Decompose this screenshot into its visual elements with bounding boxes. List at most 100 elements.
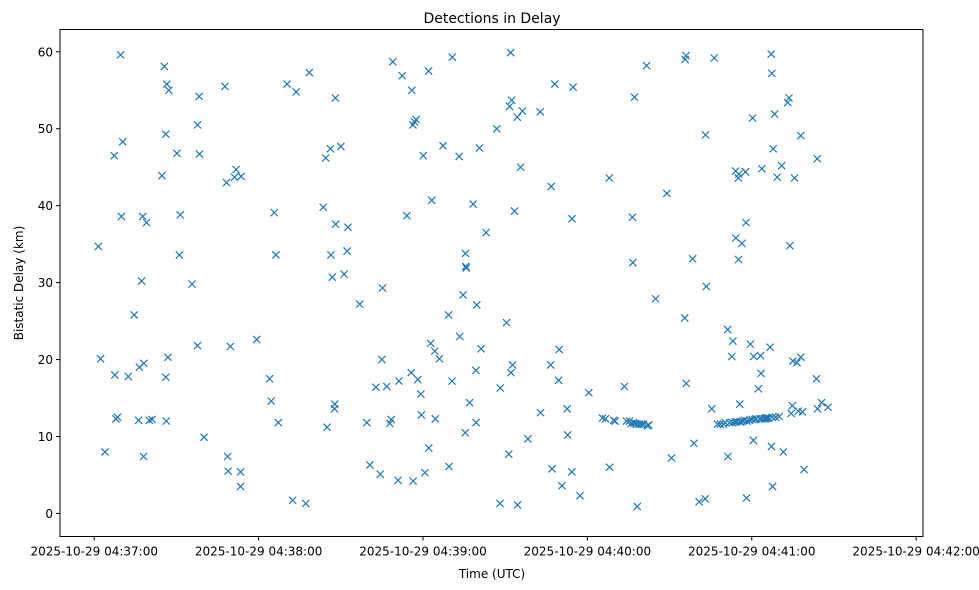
data-point <box>343 223 352 232</box>
data-point <box>622 417 631 426</box>
data-point <box>193 341 202 350</box>
data-point <box>462 263 471 273</box>
data-point <box>343 247 352 256</box>
data-point <box>773 173 782 182</box>
data-point <box>557 481 566 490</box>
data-point <box>376 470 385 479</box>
data-point <box>735 400 744 409</box>
data-point <box>388 57 397 66</box>
data-point <box>117 212 126 221</box>
data-point <box>567 467 576 476</box>
data-point <box>813 404 822 413</box>
data-point <box>749 352 758 361</box>
data-point <box>513 113 522 122</box>
data-point <box>137 277 146 286</box>
data-point <box>695 497 704 506</box>
data-point <box>510 207 519 216</box>
data-point <box>292 87 301 96</box>
data-point <box>157 171 166 180</box>
data-point <box>749 436 758 445</box>
data-point <box>362 418 371 427</box>
data-point <box>798 407 807 416</box>
data-point <box>496 383 505 393</box>
data-point <box>680 313 689 323</box>
data-point <box>682 379 691 388</box>
data-point <box>142 218 151 227</box>
y-tick-label: 20 <box>38 353 53 367</box>
data-point <box>633 502 642 511</box>
data-point <box>702 282 711 291</box>
data-point <box>326 250 335 259</box>
data-point <box>536 408 545 417</box>
data-point <box>355 300 364 309</box>
data-point <box>394 377 403 386</box>
x-tick-label: 2025-10-29 04:41:00 <box>688 545 815 559</box>
data-point <box>162 417 171 426</box>
data-point <box>662 189 671 198</box>
data-point <box>701 494 710 503</box>
data-point <box>139 359 148 368</box>
data-point <box>575 491 585 500</box>
data-point <box>746 340 755 349</box>
data-point <box>748 113 757 122</box>
data-point <box>768 482 777 491</box>
data-point <box>407 86 416 95</box>
data-point <box>628 213 637 222</box>
data-point <box>110 151 119 160</box>
data-point <box>431 414 440 423</box>
data-point <box>785 241 794 250</box>
data-point <box>301 499 310 508</box>
data-point <box>707 404 716 413</box>
data-point <box>124 372 133 381</box>
data-point <box>767 69 776 78</box>
y-tick-label: 0 <box>45 507 53 521</box>
data-point <box>172 149 182 158</box>
data-point <box>412 115 421 124</box>
data-point <box>742 494 751 503</box>
data-point <box>754 384 763 393</box>
data-point <box>326 144 335 153</box>
data-point <box>689 439 698 448</box>
data-point <box>741 167 750 176</box>
data-point <box>100 447 109 456</box>
data-point <box>448 53 457 62</box>
y-tick-label: 30 <box>38 276 53 290</box>
data-point <box>547 182 556 191</box>
data-point <box>790 173 799 183</box>
data-point <box>438 141 448 150</box>
data-point <box>94 242 103 251</box>
data-point <box>536 107 545 116</box>
data-point <box>518 107 527 116</box>
data-point <box>651 294 660 303</box>
data-point <box>523 434 532 443</box>
x-axis: 2025-10-29 04:37:00 2025-10-29 04:38:00 20… <box>31 536 979 559</box>
data-point <box>642 61 651 70</box>
x-tick-label: 2025-10-29 04:37:00 <box>31 545 158 559</box>
data-point <box>113 413 122 422</box>
data-point <box>792 358 801 367</box>
data-point <box>416 390 425 399</box>
data-point <box>601 414 610 423</box>
data-point <box>116 50 125 59</box>
data-point <box>175 250 184 259</box>
data-point <box>605 173 614 183</box>
data-point <box>402 211 411 220</box>
data-point <box>252 335 261 344</box>
data-point <box>96 354 105 363</box>
data-point <box>435 354 444 363</box>
data-point <box>757 369 766 378</box>
data-point <box>424 67 433 76</box>
data-point <box>465 398 474 407</box>
data-point <box>328 273 337 282</box>
data-point <box>134 416 143 425</box>
data-point <box>756 351 765 360</box>
data-point <box>319 203 328 212</box>
data-point <box>461 428 470 437</box>
data-point <box>427 196 436 205</box>
data-point <box>283 80 292 89</box>
data-point <box>193 120 202 129</box>
data-point <box>230 173 239 182</box>
data-point <box>628 258 637 267</box>
data-point <box>516 163 525 172</box>
data-point <box>382 382 391 391</box>
